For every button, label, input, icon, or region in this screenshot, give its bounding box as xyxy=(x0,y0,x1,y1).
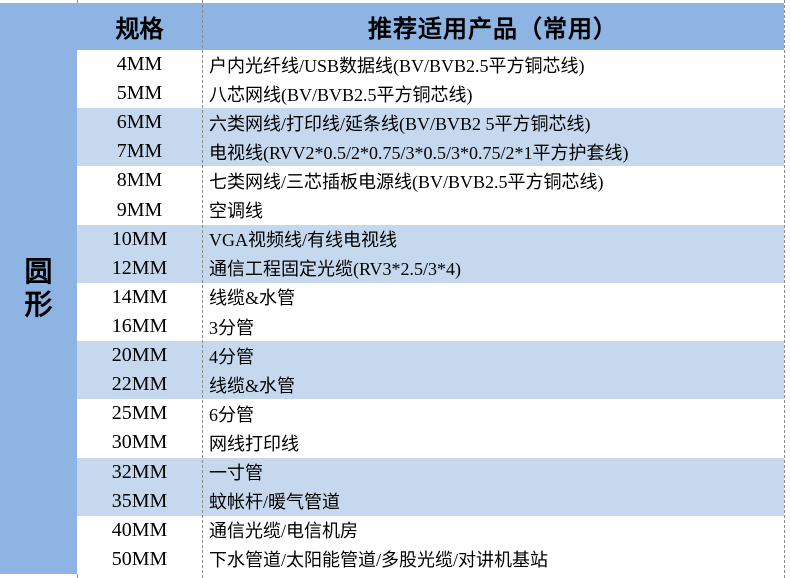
product-cell: 4分管 xyxy=(209,346,254,367)
column-divider-mid xyxy=(202,0,203,578)
column-divider-tick-bottom xyxy=(77,574,78,578)
product-column-header: 推荐适用产品（常用） xyxy=(368,16,618,43)
product-cell: 八芯网线(BV/BVB2.5平方铜芯线) xyxy=(209,84,473,105)
size-cell: 22MM xyxy=(111,373,168,396)
size-cell: 16MM xyxy=(111,315,168,338)
shape-category-cell: 圆形 xyxy=(0,3,77,574)
size-cell: 12MM xyxy=(111,256,168,279)
table-row: 20MM 4分管 xyxy=(77,341,784,371)
spec-column-header: 规格 xyxy=(115,16,164,43)
table-row: 14MM 线缆&水管 xyxy=(77,282,784,312)
size-cell: 7MM xyxy=(116,140,163,163)
product-cell: 户内光纤线/USB数据线(BV/BVB2.5平方铜芯线) xyxy=(209,55,585,76)
product-cell: 6分管 xyxy=(209,404,254,425)
table-row: 50MM 下水管道/太阳能管道/多股光缆/对讲机基站 xyxy=(77,544,784,574)
table-row: 25MM 6分管 xyxy=(77,399,784,429)
product-cell: 下水管道/太阳能管道/多股光缆/对讲机基站 xyxy=(209,550,549,571)
table-row: 40MM 通信光缆/电信机房 xyxy=(77,515,784,545)
product-cell: 七类网线/三芯插板电源线(BV/BVB2.5平方铜芯线) xyxy=(209,171,604,192)
table-row: 8MM 七类网线/三芯插板电源线(BV/BVB2.5平方铜芯线) xyxy=(77,166,784,196)
size-cell: 30MM xyxy=(111,431,168,454)
table-row: 6MM 六类网线/打印线/延条线(BV/BVB2 5平方铜芯线) xyxy=(77,108,784,138)
table-row: 22MM 线缆&水管 xyxy=(77,370,784,400)
product-cell: 网线打印线 xyxy=(209,433,299,454)
size-cell: 35MM xyxy=(111,489,168,512)
column-divider-tick-top xyxy=(77,0,78,3)
product-cell: 蚊帐杆/暖气管道 xyxy=(209,492,341,513)
product-cell: VGA视频线/有线电视线 xyxy=(209,230,397,251)
size-cell: 20MM xyxy=(111,344,168,367)
size-cell: 14MM xyxy=(111,285,168,308)
product-cell: 六类网线/打印线/延条线(BV/BVB2 5平方铜芯线) xyxy=(209,113,591,134)
product-cell: 通信光缆/电信机房 xyxy=(209,521,359,542)
size-cell: 25MM xyxy=(111,402,168,425)
table-row: 12MM 通信工程固定光缆(RV3*2.5/3*4) xyxy=(77,253,784,283)
table-row: 5MM 八芯网线(BV/BVB2.5平方铜芯线) xyxy=(77,79,784,109)
table-row: 30MM 网线打印线 xyxy=(77,428,784,458)
product-cell: 线缆&水管 xyxy=(209,288,296,309)
table-row: 10MM VGA视频线/有线电视线 xyxy=(77,224,784,254)
product-cell: 空调线 xyxy=(209,201,263,222)
table-header: 规格 推荐适用产品（常用） xyxy=(77,3,784,50)
size-cell: 8MM xyxy=(116,169,163,192)
product-cell: 3分管 xyxy=(209,317,254,338)
table-row: 9MM 空调线 xyxy=(77,195,784,225)
size-cell: 32MM xyxy=(111,460,168,483)
table-row: 32MM 一寸管 xyxy=(77,457,784,487)
size-cell: 4MM xyxy=(116,53,163,76)
product-cell: 一寸管 xyxy=(209,463,263,484)
size-cell: 40MM xyxy=(111,518,168,541)
table-row: 16MM 3分管 xyxy=(77,311,784,342)
size-cell: 9MM xyxy=(116,198,163,221)
table-row: 35MM 蚊帐杆/暖气管道 xyxy=(77,486,784,516)
shape-category-label: 圆形 xyxy=(24,256,53,320)
size-cell: 5MM xyxy=(116,82,163,105)
table-right-border xyxy=(784,0,785,578)
size-cell: 50MM xyxy=(111,547,168,570)
table-row: 4MM 户内光纤线/USB数据线(BV/BVB2.5平方铜芯线) xyxy=(77,50,784,80)
size-cell: 10MM xyxy=(111,227,168,250)
table-row: 7MM 电视线(RVV2*0.5/2*0.75/3*0.5/3*0.75/2*1平… xyxy=(77,137,784,167)
size-cell: 6MM xyxy=(116,111,163,134)
product-cell: 线缆&水管 xyxy=(209,375,296,396)
table-body: 4MM 户内光纤线/USB数据线(BV/BVB2.5平方铜芯线) 5MM 八芯网线(B… xyxy=(77,50,784,574)
product-cell: 电视线(RVV2*0.5/2*0.75/3*0.5/3*0.75/2*1平方护套… xyxy=(209,142,629,163)
product-cell: 通信工程固定光缆(RV3*2.5/3*4) xyxy=(209,259,462,280)
